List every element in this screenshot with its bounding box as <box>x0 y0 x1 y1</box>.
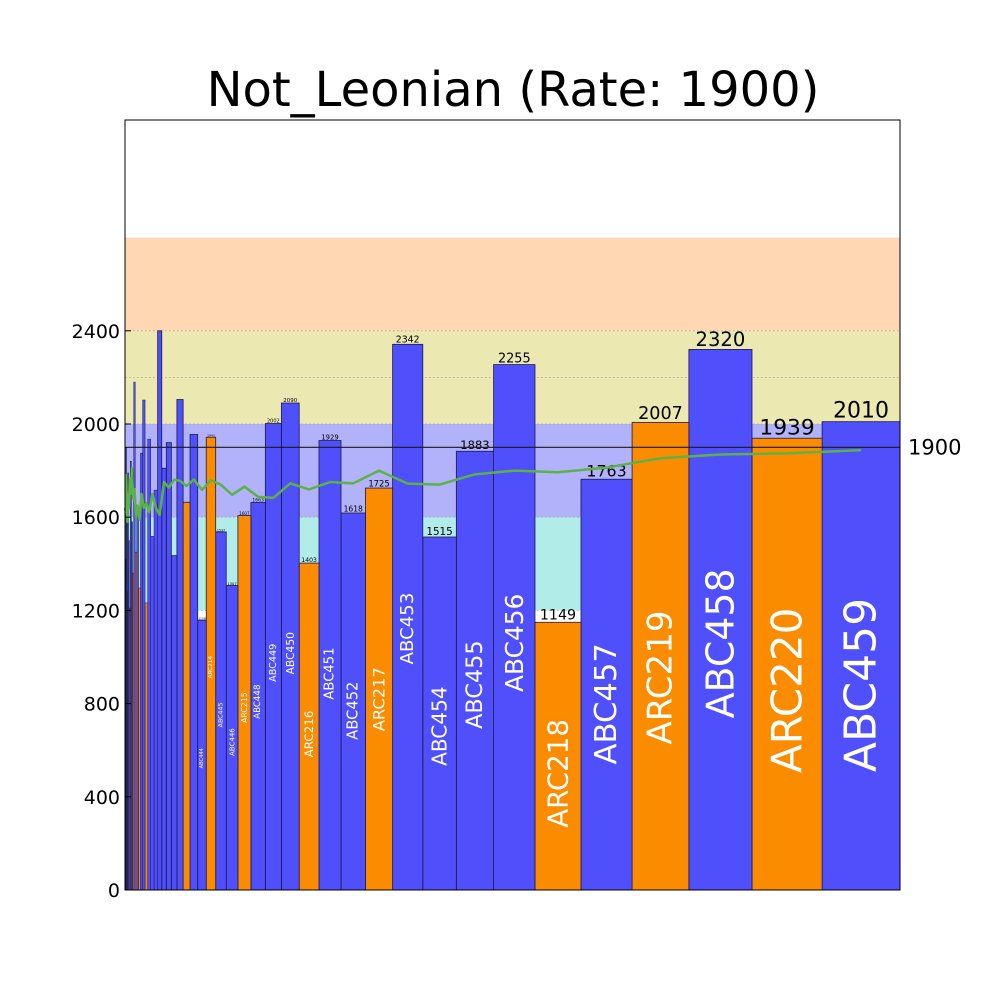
bar-abc456 <box>493 364 536 891</box>
bar-value-label: 2002 <box>267 419 280 425</box>
y-tick-label: 2000 <box>72 414 120 436</box>
bar-value-label: 1607 <box>239 511 250 516</box>
bar-contest-label: ARC214 <box>208 656 214 679</box>
bar-contest-label: ABC449 <box>268 644 279 682</box>
bar-past-35 <box>138 587 141 891</box>
bar-contest-label: ARC220 <box>763 608 812 774</box>
bar-value-label: 2255 <box>498 351 531 366</box>
bar-past-36 <box>136 506 139 891</box>
bar-past-32 <box>144 602 148 891</box>
bar-contest-label: ABC452 <box>345 682 362 740</box>
bar-abc452 <box>340 512 366 891</box>
y-tick-label: 0 <box>108 880 120 902</box>
y-tick-label: 400 <box>84 787 120 809</box>
bar-abc459 <box>821 421 901 891</box>
bar-contest-label: ABC457 <box>589 643 624 764</box>
bar-past-25 <box>170 555 178 891</box>
bar-contest-label: ARC215 <box>240 692 249 723</box>
bar-value-label: 2010 <box>833 399 889 424</box>
bar-past-29 <box>153 489 158 891</box>
bar-past-22 <box>189 434 199 891</box>
bar-contest-label: ABC448 <box>253 685 263 719</box>
bar-contest-label: ABC451 <box>323 647 338 699</box>
bar-value-label: 1307 <box>227 582 236 586</box>
y-tick-label: 800 <box>84 694 120 716</box>
bar-value-label: 1883 <box>460 438 489 452</box>
bar-contest-label: ABC459 <box>836 598 887 772</box>
bar-value-label: 1403 <box>301 557 317 564</box>
bar-past-23 <box>182 501 191 891</box>
bar-value-label: 2007 <box>638 404 683 424</box>
bar-past-30 <box>150 536 155 891</box>
bar-abc454 <box>422 536 457 891</box>
bar-contest-label: ARC216 <box>302 711 316 758</box>
bar-arc219 <box>631 421 690 891</box>
bar-contest-label: ABC456 <box>500 594 529 692</box>
bar-value-label: 1158 <box>198 617 206 621</box>
bar-arc220 <box>751 437 823 891</box>
bar-contest-label: ABC445 <box>217 702 224 727</box>
y-tick-label: 1600 <box>72 507 120 529</box>
bar-value-label: 1149 <box>540 608 576 624</box>
bar-contest-label: ARC218 <box>541 719 574 828</box>
bar-contest-label: ARC219 <box>640 610 680 744</box>
bar-value-label: 1929 <box>321 433 338 441</box>
bar-contest-label: ABC453 <box>397 593 418 665</box>
bar-contest-label: ABC455 <box>462 640 488 728</box>
bar-contest-label: ABC450 <box>284 632 297 675</box>
bar-contest-label: ABC444 <box>199 748 205 768</box>
bar-past-24 <box>176 399 184 891</box>
bar-value-label: 1618 <box>344 505 363 514</box>
y-tick-label: 1200 <box>72 600 120 622</box>
bar-past-27 <box>161 467 167 891</box>
bar-past-33 <box>142 399 146 891</box>
bar-arc217 <box>365 487 394 891</box>
bar-value-label: 1939 <box>759 415 814 440</box>
bar-past-26 <box>165 442 172 891</box>
bar-value-label: 1537 <box>217 528 225 532</box>
plot-frame <box>124 119 901 891</box>
chart-title: Not_Leonian (Rate: 1900) <box>206 62 820 118</box>
bar-past-28 <box>157 330 163 891</box>
bar-contest-label: ABC454 <box>428 686 452 766</box>
bar-contest-label: ABC446 <box>228 728 237 756</box>
current-rate-label: 1900 <box>908 435 961 459</box>
bar-value-label: 1515 <box>426 526 452 538</box>
bar-value-label: 2090 <box>283 398 298 404</box>
rating-band-4 <box>125 237 900 331</box>
bar-value-label: 2342 <box>396 335 420 346</box>
bar-contest-label: ARC217 <box>370 667 389 731</box>
bar-abc455 <box>455 450 494 891</box>
bar-abc453 <box>392 343 424 891</box>
bar-value-label: 1943 <box>207 434 215 438</box>
bar-value-label: 2320 <box>696 328 746 351</box>
bar-contest-label: ABC458 <box>698 568 742 718</box>
rating-history-line <box>123 448 862 524</box>
bar-value-label: 1663 <box>252 498 264 504</box>
y-tick-label: 2400 <box>72 321 120 343</box>
bar-value-label: 1725 <box>368 479 389 489</box>
